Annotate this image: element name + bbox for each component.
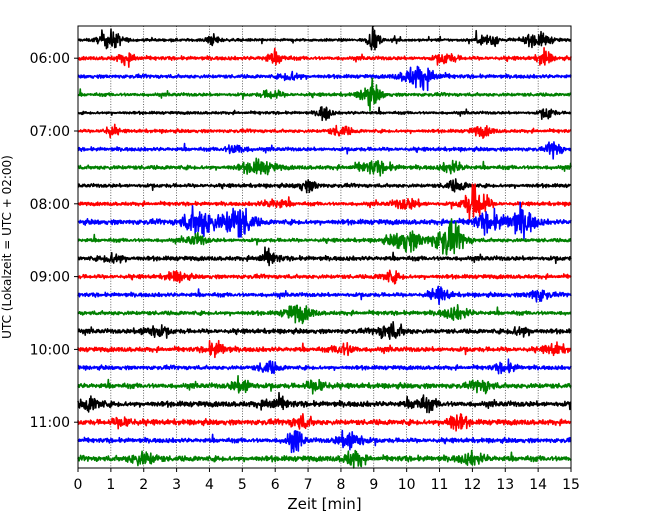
plot-frame <box>77 25 572 469</box>
seismic-trace-0600 <box>77 47 572 68</box>
seismic-trace-0830 <box>77 218 572 256</box>
x-tick-label: 4 <box>205 477 214 493</box>
seismic-trace-0630 <box>77 77 572 112</box>
seismic-trace-1000 <box>77 339 572 359</box>
seismic-trace-1100 <box>77 413 572 432</box>
y-axis-label: UTC (Lokalzeit = UTC + 02:00) <box>0 155 14 339</box>
seismic-trace-0845 <box>77 246 572 267</box>
y-tick-label: 06:00 <box>30 51 70 67</box>
seismic-trace-1015 <box>77 358 572 375</box>
seismic-trace-0700 <box>77 123 572 140</box>
y-tick-label: 10:00 <box>30 342 70 358</box>
seismic-trace-0730 <box>77 157 572 177</box>
y-tick-label: 11:00 <box>30 415 70 431</box>
seismic-trace-0715 <box>77 141 572 160</box>
y-tick-label: 09:00 <box>30 270 70 286</box>
seismic-trace-0645 <box>77 106 572 122</box>
x-tick-label: 2 <box>139 477 148 493</box>
seismic-trace-1030 <box>77 374 572 395</box>
x-tick-label: 9 <box>369 477 378 493</box>
x-axis-label: Zeit [min] <box>287 495 361 513</box>
x-tick-label: 1 <box>106 477 115 493</box>
x-tick-label: 13 <box>496 477 514 493</box>
x-tick-label: 15 <box>562 477 580 493</box>
seismic-trace-1045 <box>77 391 572 414</box>
x-axis: 0 1 2 3 4 5 6 7 8 9 10 11 12 13 14 15 <box>74 468 580 493</box>
x-tick-label: 3 <box>172 477 181 493</box>
y-tick-label: 08:00 <box>30 197 70 213</box>
seismic-trace-0545 <box>77 26 572 51</box>
seismic-trace-0745 <box>77 178 572 194</box>
seismic-trace-0615 <box>77 65 572 92</box>
seismic-trace-1115 <box>77 429 572 454</box>
x-tick-label: 10 <box>398 477 416 493</box>
x-tick-label: 6 <box>271 477 280 493</box>
seismic-trace-1130 <box>77 449 572 469</box>
x-tick-label: 7 <box>304 477 313 493</box>
seismic-trace-0900 <box>77 269 572 285</box>
seismic-trace-0815 <box>77 201 572 240</box>
x-tick-label: 0 <box>74 477 83 493</box>
x-tick-label: 5 <box>238 477 247 493</box>
trace-group <box>77 26 572 469</box>
seismic-trace-0800 <box>77 183 572 220</box>
seismic-trace-0915 <box>77 285 572 305</box>
y-axis: 06:00 07:00 08:00 09:00 10:00 11:00 <box>30 51 78 431</box>
seismic-trace-0930 <box>77 304 572 325</box>
x-tick-label: 11 <box>431 477 449 493</box>
x-tick-label: 14 <box>529 477 547 493</box>
y-tick-label: 07:00 <box>30 124 70 140</box>
x-tick-label: 8 <box>336 477 345 493</box>
x-tick-label: 12 <box>463 477 481 493</box>
seismic-trace-0945 <box>77 320 572 340</box>
